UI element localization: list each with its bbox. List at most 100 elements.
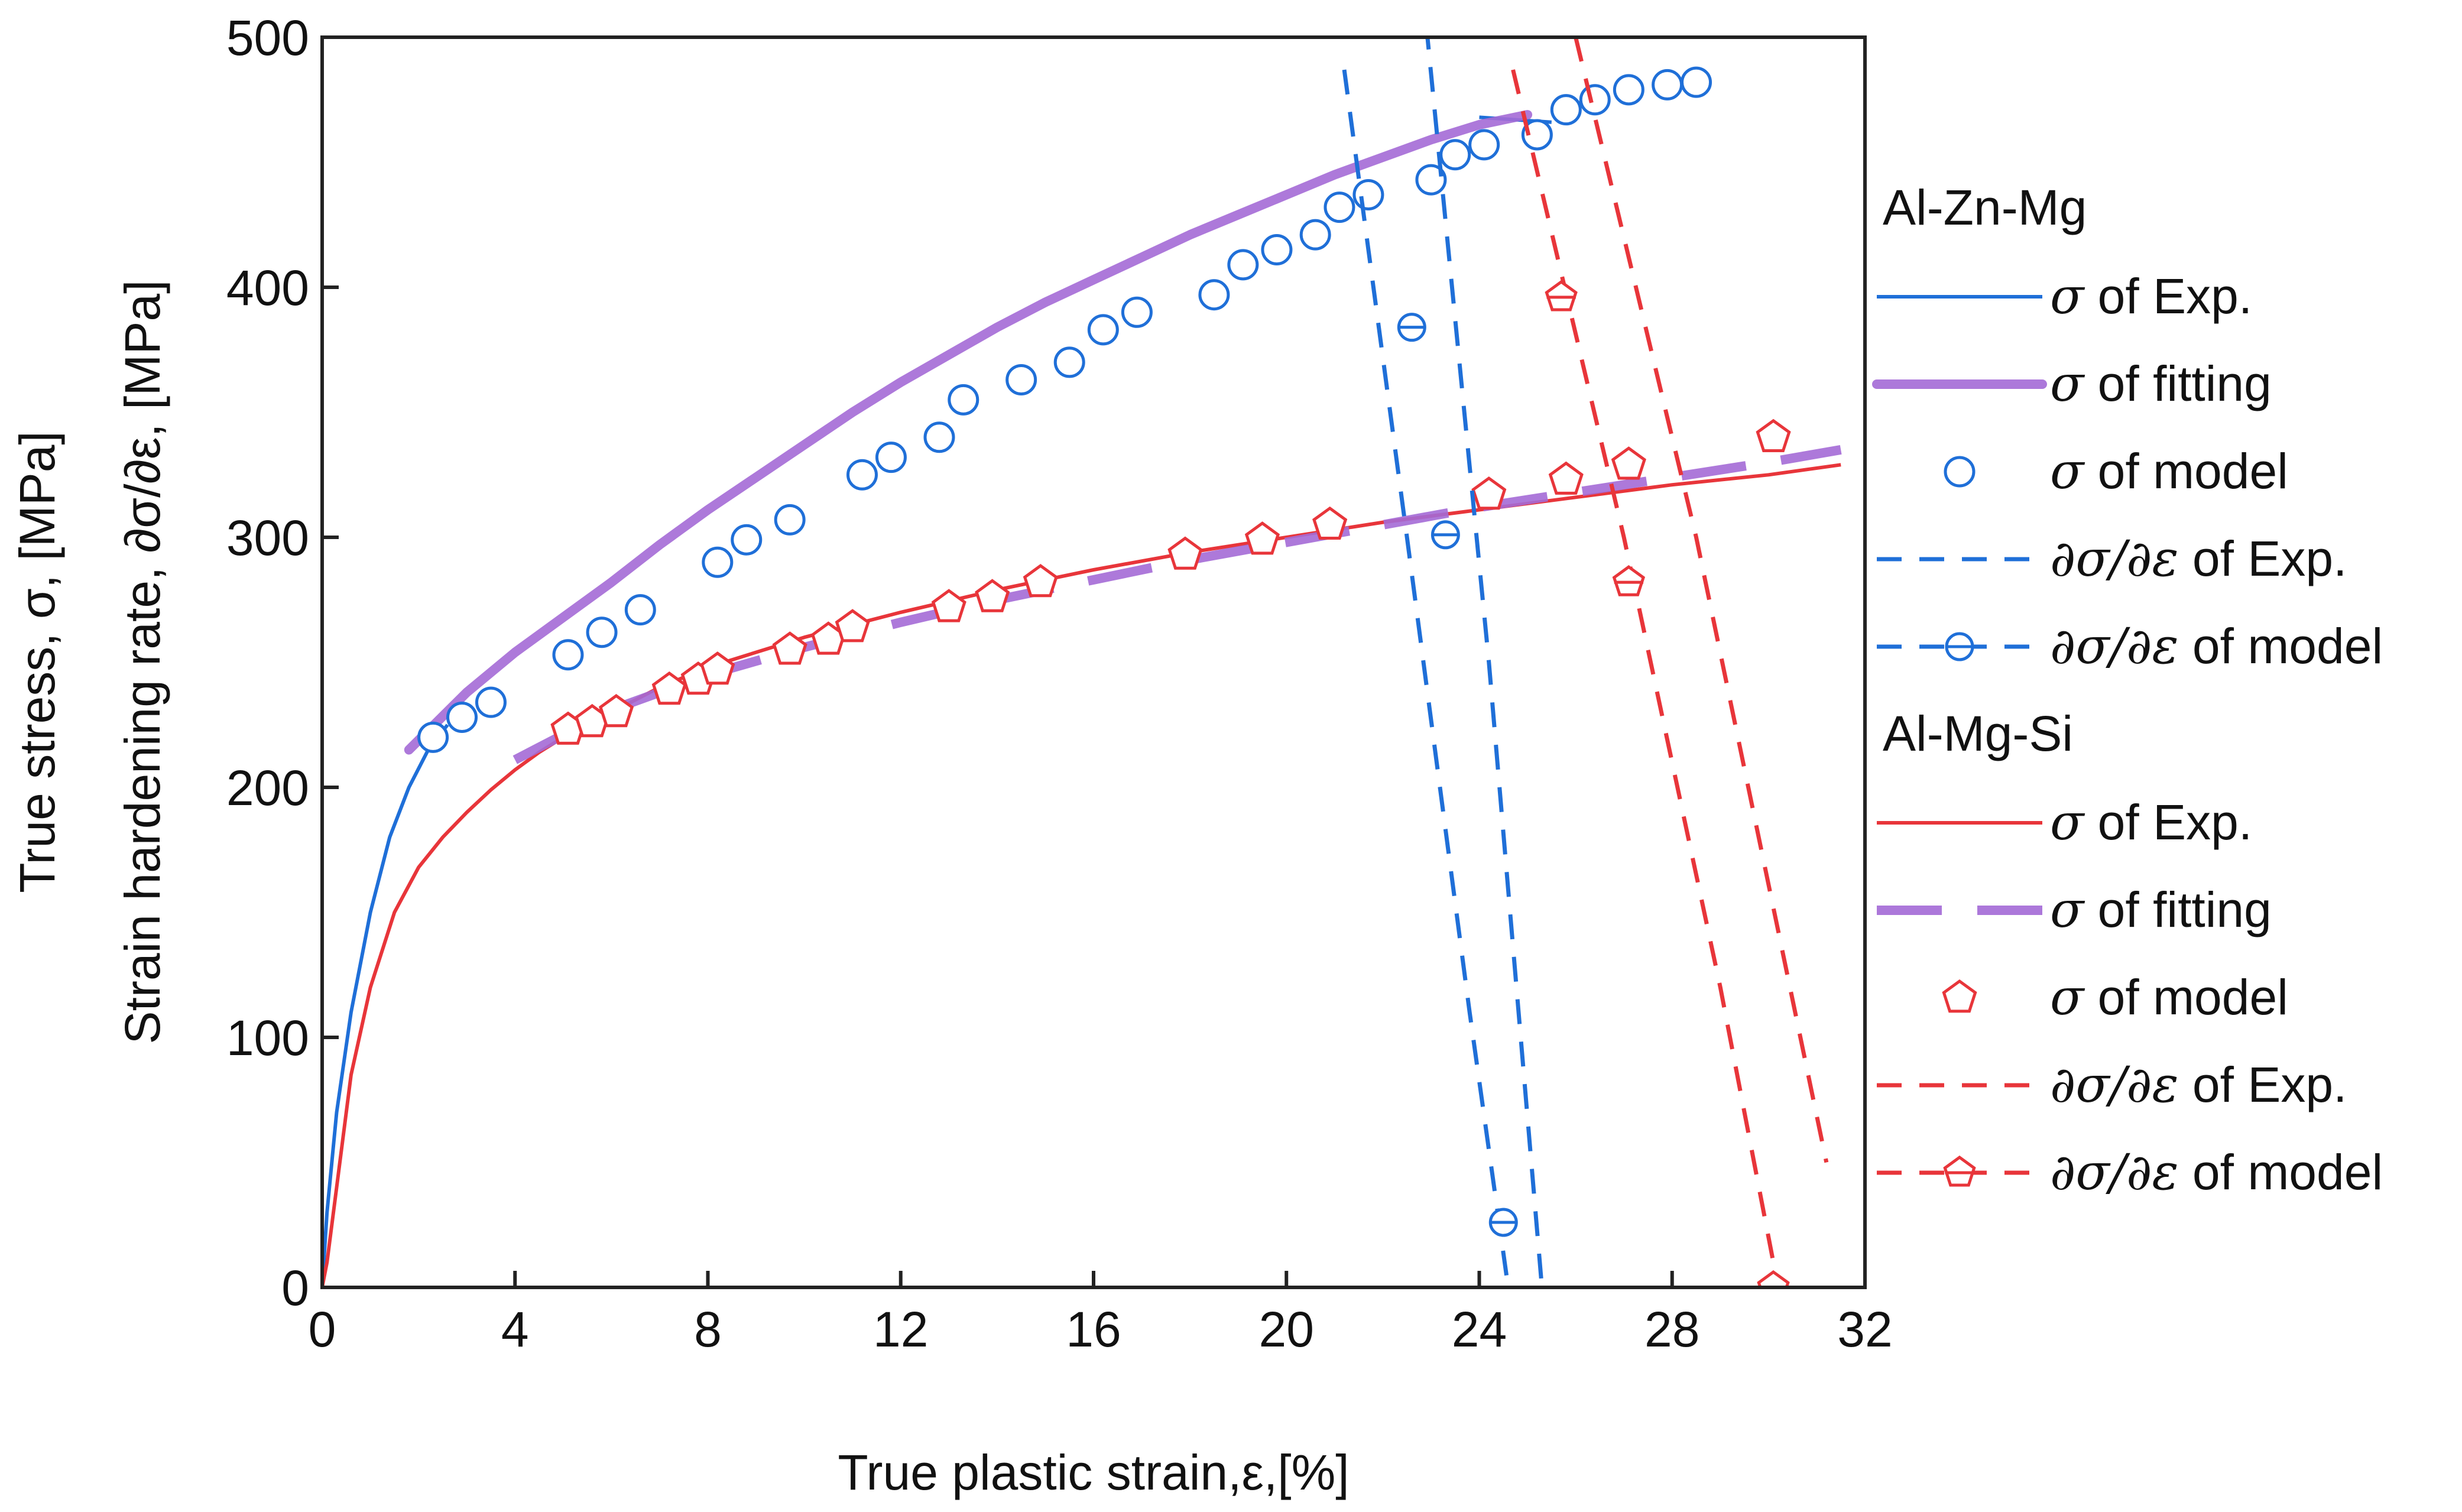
series-6	[550, 418, 1791, 745]
legend-symbol-3: σ	[2050, 442, 2085, 500]
legend-suffix-2: of fitting	[2084, 356, 2272, 411]
ticks-layer: 0 4 8 12 16 20 24 28 32 0 100 200 300 400 500	[226, 10, 1893, 1357]
series-3-point-31	[1681, 66, 1712, 98]
legend-suffix-4: of Exp.	[2179, 531, 2347, 586]
series-3-point-11	[923, 421, 955, 453]
legend-suffix-10: of Exp.	[2179, 1057, 2347, 1112]
legend-label-11: ∂σ/∂ε of model	[2050, 1143, 2383, 1201]
series-3-point-1	[446, 702, 478, 734]
plot-frame	[320, 35, 1867, 1289]
series-3	[417, 66, 1712, 753]
series-3-point-22	[1352, 179, 1384, 210]
series-6-point-16	[1548, 461, 1584, 495]
legend-label-4: ∂σ/∂ε of Exp.	[2050, 530, 2347, 588]
legend-symbol-10: ∂σ/∂ε	[2050, 1056, 2179, 1114]
series-3-point-5	[624, 594, 656, 626]
legend-group-6: Al-Mg-Si	[1883, 706, 2073, 761]
x-tick-label-1: 4	[501, 1302, 529, 1357]
series-4-line	[322, 463, 1841, 1287]
series-6-point-12	[1167, 536, 1203, 570]
series-3-point-6	[702, 546, 734, 578]
legend-label-3: σ of model	[2050, 442, 2288, 500]
series-layer	[322, 37, 1842, 1287]
series-3-point-15	[1087, 314, 1119, 346]
y-tick-label-2: 200	[226, 760, 309, 816]
series-3-point-2	[475, 686, 507, 718]
legend-label-8: σ of fitting	[2050, 881, 2272, 939]
series-3-point-17	[1198, 279, 1230, 311]
legend-symbol-11: ∂σ/∂ε	[2050, 1143, 2179, 1201]
y-tick-label-1: 100	[226, 1010, 309, 1066]
y-tick-label-5: 500	[226, 10, 309, 66]
series-3-point-29	[1613, 74, 1644, 106]
series-3-point-19	[1261, 234, 1293, 266]
series-3-point-3	[552, 639, 584, 671]
series-7-line	[1342, 69, 1510, 1287]
legend-label-1: σ of Exp.	[2050, 267, 2252, 325]
series-3-point-16	[1121, 296, 1153, 328]
series-11-line	[1574, 37, 1829, 1163]
legend-group-0: Al-Zn-Mg	[1883, 180, 2087, 235]
x-tick-label-7: 28	[1644, 1302, 1699, 1357]
series-6-point-8	[835, 609, 870, 643]
y-axis-title-line1: True stress, σ, [MPa]	[9, 431, 65, 893]
series-6-point-18	[1756, 418, 1791, 452]
series-3-point-25	[1468, 129, 1500, 161]
series-3-point-8	[774, 504, 806, 536]
legend-symbol-9: σ	[2050, 968, 2085, 1026]
series-3-point-24	[1439, 139, 1471, 171]
series-12	[1545, 280, 1790, 1287]
series-9	[1397, 313, 1518, 1237]
legend-label-10: ∂σ/∂ε of Exp.	[2050, 1056, 2347, 1114]
series-6-point-5	[700, 651, 735, 685]
legend-symbol-1: σ	[2050, 267, 2085, 325]
series-10	[1511, 69, 1780, 1287]
series-3-point-28	[1579, 84, 1611, 116]
series-6-point-6	[772, 631, 807, 665]
series-6-point-15	[1471, 476, 1507, 510]
series-3-point-4	[586, 617, 618, 648]
series-6-point-11	[1023, 564, 1058, 598]
series-8-line	[1425, 37, 1544, 1287]
legend-suffix-3: of model	[2084, 443, 2288, 499]
series-7	[1342, 69, 1510, 1287]
series-3-point-30	[1652, 69, 1683, 100]
legend-suffix-1: of Exp.	[2084, 268, 2252, 324]
series-0	[322, 723, 449, 1287]
series-3-point-14	[1053, 346, 1085, 378]
series-10-line	[1511, 69, 1780, 1287]
series-6-point-14	[1312, 506, 1348, 540]
x-tick-label-3: 12	[873, 1302, 928, 1357]
series-5-line	[512, 445, 1842, 764]
series-3-point-13	[1005, 364, 1037, 396]
series-11	[1574, 37, 1829, 1163]
legend-suffix-9: of model	[2084, 969, 2288, 1025]
series-6-point-10	[975, 579, 1010, 612]
series-3-point-12	[948, 384, 979, 416]
series-3-point-23	[1415, 164, 1447, 196]
series-0-line	[322, 723, 449, 1287]
series-2-line	[404, 110, 1533, 755]
legend-suffix-7: of Exp.	[2084, 794, 2252, 850]
series-5	[512, 445, 1842, 764]
series-3-point-10	[875, 442, 907, 473]
legend-suffix-11: of model	[2179, 1144, 2383, 1200]
legend-label-9: σ of model	[2050, 968, 2288, 1026]
x-tick-label-2: 8	[694, 1302, 722, 1357]
x-tick-label-0: 0	[309, 1302, 336, 1357]
x-tick-label-8: 32	[1837, 1302, 1892, 1357]
legend-suffix-5: of model	[2179, 618, 2383, 674]
series-6-point-2	[598, 694, 634, 728]
x-axis-title: True plastic strain,ε,[%]	[838, 1445, 1349, 1500]
legend-suffix-8: of fitting	[2084, 882, 2272, 937]
series-6-point-17	[1611, 446, 1646, 480]
series-6-point-13	[1244, 521, 1280, 555]
legend-label-5: ∂σ/∂ε of model	[2050, 617, 2383, 675]
y-axis-title-line2: Strain hardening rate, ∂σ/∂ε, [MPa]	[115, 280, 170, 1044]
series-3-point-9	[846, 459, 878, 491]
y-tick-label-3: 300	[226, 510, 309, 566]
legend-symbol-2: σ	[2050, 355, 2085, 413]
series-3-point-18	[1227, 249, 1259, 281]
